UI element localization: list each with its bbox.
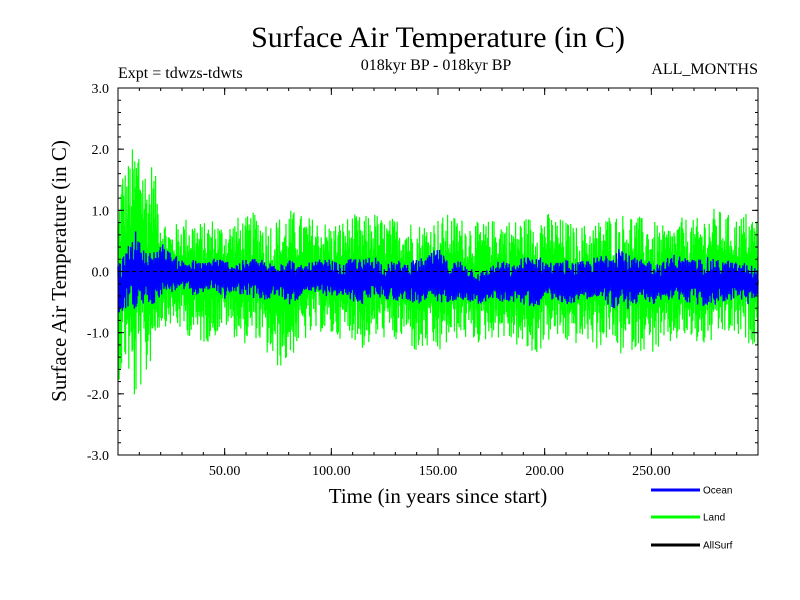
chart-title: Surface Air Temperature (in C) [251, 21, 625, 54]
y-tick-label: 1.0 [92, 204, 110, 219]
legend-label-ocean: Ocean [703, 486, 732, 497]
x-tick-label: 50.00 [209, 464, 241, 479]
x-tick-label: 150.00 [419, 464, 458, 479]
plot-area: -3.0 -2.0 -1.0 0.0 1.0 2.0 3.0 50.00 100.00 150.0… [87, 82, 759, 479]
y-tick-label: 0.0 [92, 266, 110, 281]
legend-label-land: Land [703, 513, 725, 524]
period-label: 018kyr BP - 018kyr BP [361, 57, 512, 74]
x-axis-label: Time (in years since start) [329, 484, 548, 508]
y-tick-label: -2.0 [87, 388, 109, 403]
series-line-ocean [117, 231, 759, 313]
x-tick-label: 200.00 [525, 464, 564, 479]
legend: Ocean Land AllSurf [651, 486, 733, 552]
months-label: ALL_MONTHS [651, 61, 758, 78]
x-tick-label: 100.00 [312, 464, 351, 479]
legend-label-allsurf: AllSurf [703, 541, 733, 552]
y-tick-label: 2.0 [92, 143, 110, 158]
experiment-label: Expt = tdwzs-tdwts [118, 65, 243, 82]
axis-ticks: -3.0 -2.0 -1.0 0.0 1.0 2.0 3.0 50.00 100.00 150.0… [87, 82, 759, 479]
x-tick-label: 250.00 [632, 464, 671, 479]
y-axis-label: Surface Air Temperature (in C) [47, 140, 71, 402]
y-tick-label: 3.0 [92, 82, 110, 97]
y-tick-label: -1.0 [87, 327, 109, 342]
y-tick-label: -3.0 [87, 449, 109, 464]
series-layer [117, 149, 759, 395]
